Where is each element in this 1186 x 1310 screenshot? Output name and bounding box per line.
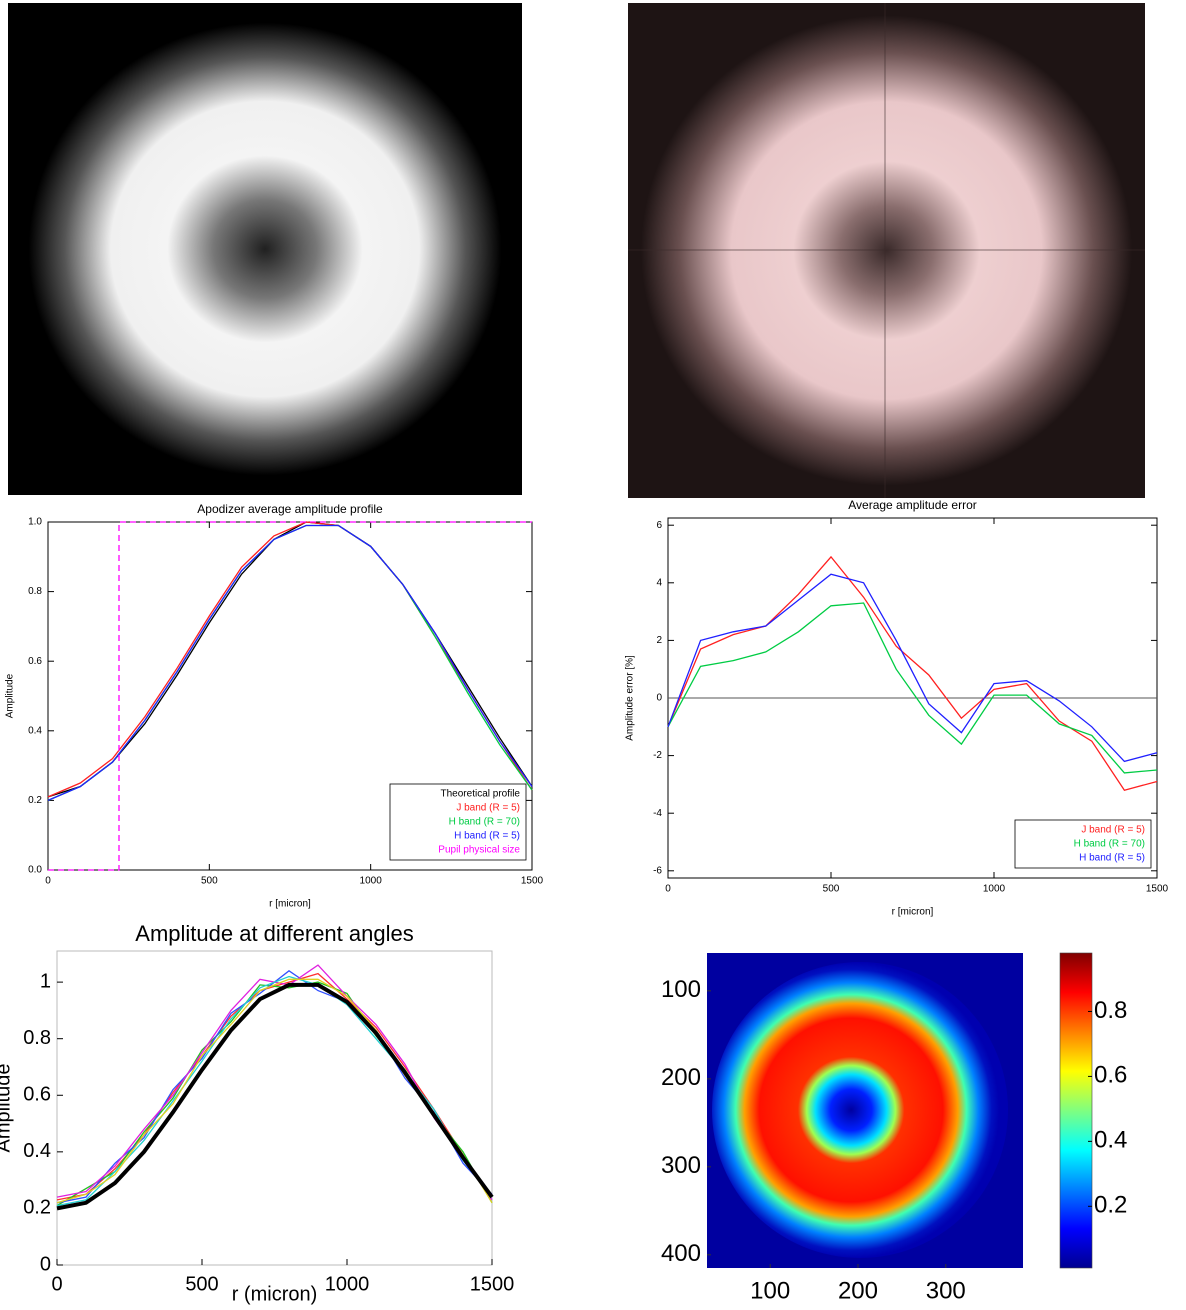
series-line — [56, 981, 493, 1207]
legend-box — [1014, 819, 1152, 869]
colorbar-tick-label: 0.4 — [1094, 1127, 1127, 1154]
x-axis-label: r (micron) — [232, 1283, 318, 1305]
series-line — [667, 573, 1158, 763]
colorbar-tick-label: 0.2 — [1094, 1192, 1127, 1219]
y-tick-label: 2 — [656, 635, 662, 646]
colorbar — [1059, 952, 1093, 1269]
y-tick-label: 0.0 — [28, 865, 42, 876]
x-tick-label: 1000 — [360, 876, 383, 887]
y-tick-label: 0 — [656, 693, 662, 704]
y-tick-label: 0.4 — [23, 1140, 51, 1162]
y-tick-label: 0.8 — [23, 1027, 51, 1049]
series-line — [47, 521, 533, 798]
series-line — [56, 978, 493, 1204]
chart-title: Amplitude at different angles — [135, 921, 413, 946]
series-line — [47, 521, 533, 798]
y-tick-label: 0 — [40, 1253, 51, 1275]
y-axis-label: Amplitude — [0, 1064, 14, 1153]
x-tick-label: 500 — [201, 876, 218, 887]
series-line — [56, 972, 493, 1201]
legend-box — [389, 783, 527, 861]
legend-label: J band (R = 5) — [456, 803, 520, 814]
series-line — [667, 555, 1158, 791]
x-tick-label: 0 — [665, 884, 671, 895]
y-axis-label: Amplitude — [5, 673, 16, 718]
x-tick-label: 0 — [51, 1273, 62, 1295]
x-tick-label: 1000 — [983, 884, 1006, 895]
series-line — [56, 975, 493, 1207]
x-tick-label: 1500 — [1146, 884, 1169, 895]
series-line — [667, 602, 1158, 774]
plot-frame — [56, 950, 493, 1266]
x-axis-label: r [micron] — [269, 899, 311, 910]
y-axis-label: Amplitude error [%] — [625, 655, 636, 741]
y-tick-label: 0.6 — [23, 1084, 51, 1106]
series-line — [56, 982, 494, 1211]
y-tick-label: 6 — [656, 520, 662, 531]
x-tick-label: 1500 — [470, 1273, 515, 1295]
y-tick-label: 0.4 — [28, 725, 42, 736]
y-tick-label: 0.2 — [28, 795, 42, 806]
x-tick-label: 500 — [185, 1273, 218, 1295]
series-line — [47, 524, 533, 801]
y-tick-label: -4 — [653, 808, 662, 819]
legend-label: H band (R = 5) — [1079, 853, 1145, 864]
x-axis-label: r [micron] — [892, 907, 934, 918]
colorbar-tick-label: 0.8 — [1094, 997, 1127, 1024]
legend-label: Pupil physical size — [438, 845, 520, 856]
series-line — [56, 969, 493, 1204]
y-tick-label: 300 — [661, 1152, 701, 1179]
apodizer-image — [8, 3, 522, 495]
colorbar-tick-label: 0.6 — [1094, 1062, 1127, 1089]
y-tick-label: 4 — [656, 577, 662, 588]
x-tick-label: 500 — [823, 884, 840, 895]
x-tick-label: 200 — [838, 1277, 878, 1304]
x-tick-label: 1000 — [325, 1273, 370, 1295]
y-tick-label: 400 — [661, 1240, 701, 1267]
x-tick-label: 0 — [45, 876, 51, 887]
series-line — [48, 521, 532, 871]
x-tick-label: 300 — [926, 1277, 966, 1304]
chart-title: Apodizer average amplitude profile — [197, 502, 383, 516]
legend-label: J band (R = 5) — [1081, 825, 1145, 836]
y-tick-label: 0.8 — [28, 586, 42, 597]
legend-label: H band (R = 5) — [454, 831, 520, 842]
x-tick-label: 1500 — [521, 876, 544, 887]
y-tick-label: 1 — [40, 970, 51, 992]
chart-title: Average amplitude error — [848, 498, 977, 512]
y-tick-label: 200 — [661, 1064, 701, 1091]
heatmap-image — [712, 962, 1008, 1258]
y-tick-label: 0.2 — [23, 1197, 51, 1219]
y-tick-label: 0.6 — [28, 656, 42, 667]
y-tick-label: 100 — [661, 976, 701, 1003]
x-tick-label: 100 — [750, 1277, 790, 1304]
legend-label: Theoretical profile — [441, 789, 521, 800]
y-tick-label: -2 — [653, 750, 662, 761]
legend-label: H band (R = 70) — [1074, 839, 1145, 850]
y-tick-label: -6 — [653, 865, 662, 876]
legend-label: H band (R = 70) — [449, 817, 520, 828]
y-tick-label: 1.0 — [28, 517, 42, 528]
series-line — [47, 524, 533, 801]
